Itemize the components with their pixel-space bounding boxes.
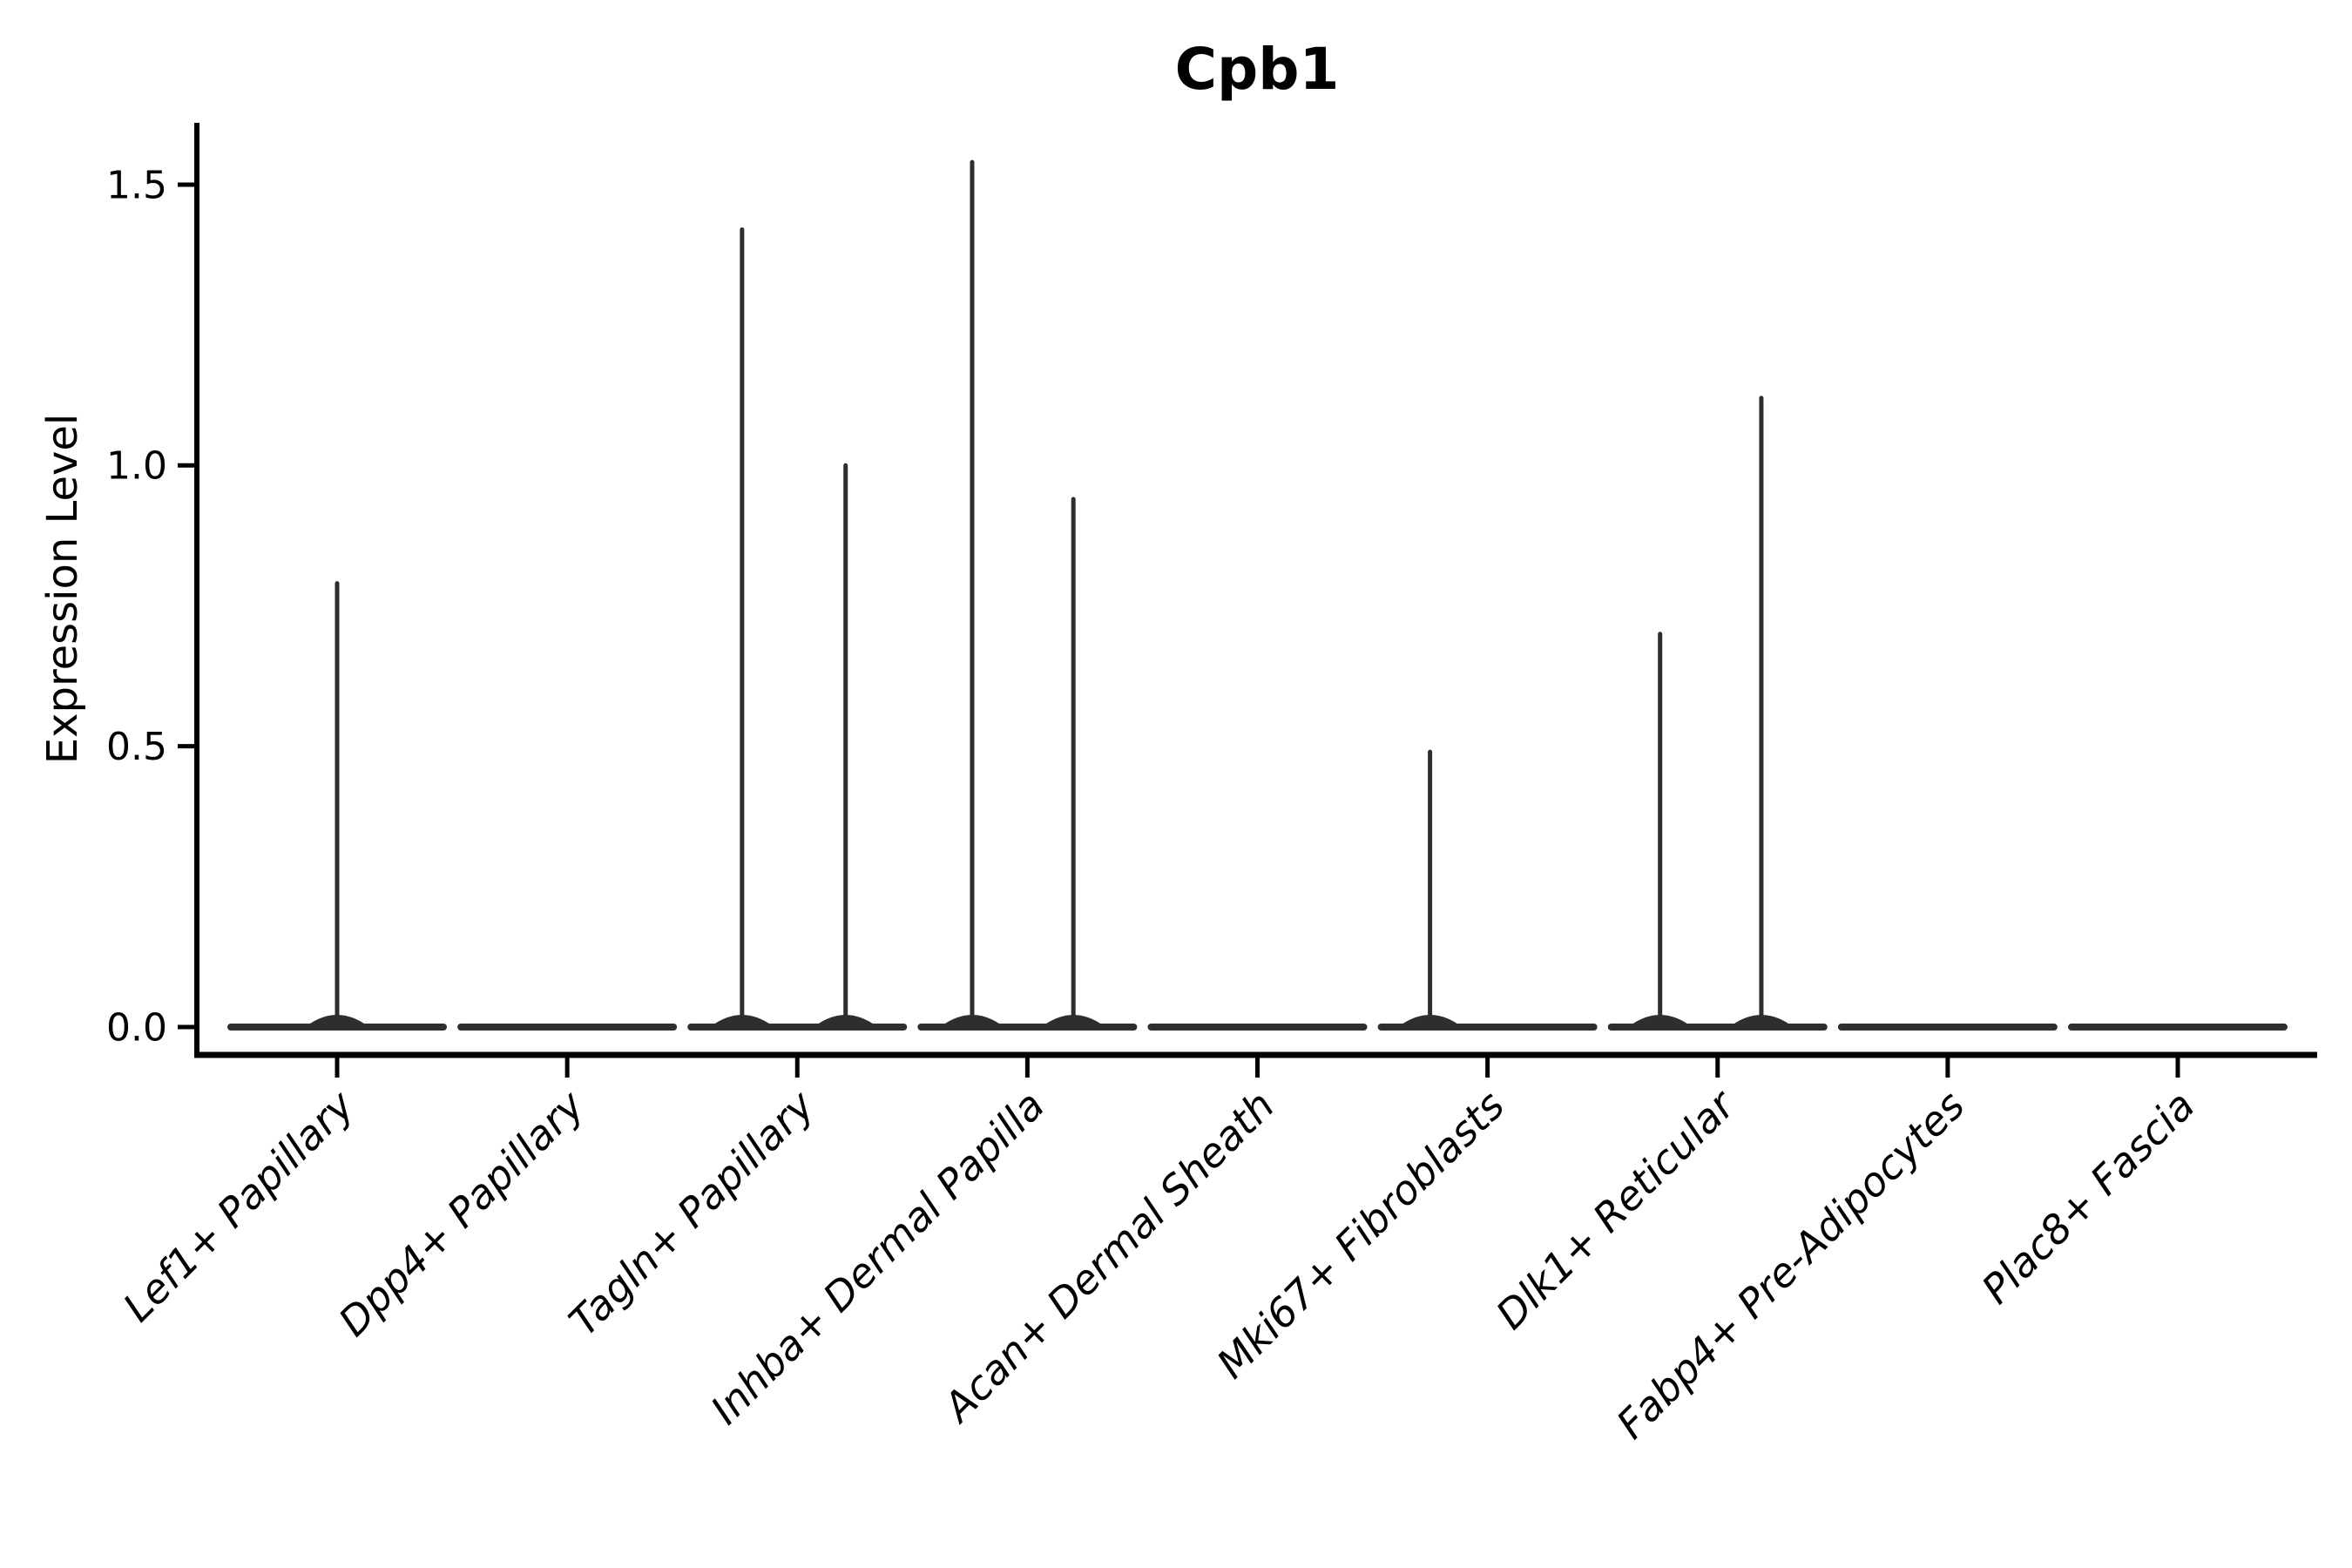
y-axis-label: Expression Level — [38, 414, 87, 765]
y-tick-label: 0.5 — [106, 725, 167, 769]
x-tick-label: Plac8+ Fascia — [1972, 1082, 2203, 1313]
x-tick-label: Dlk1+ Reticular — [1487, 1079, 1746, 1338]
y-tick-label: 1.5 — [106, 163, 167, 207]
x-tick-label: Dpp4+ Papillary — [329, 1081, 593, 1345]
chart-title: Cpb1 — [1175, 36, 1340, 103]
x-tick-label: Lef1+ Papillary — [114, 1081, 363, 1330]
y-tick-label: 1.0 — [106, 444, 167, 489]
y-tick-label: 0.0 — [106, 1005, 167, 1050]
x-tick-label: Tagln+ Papillary — [560, 1081, 824, 1345]
